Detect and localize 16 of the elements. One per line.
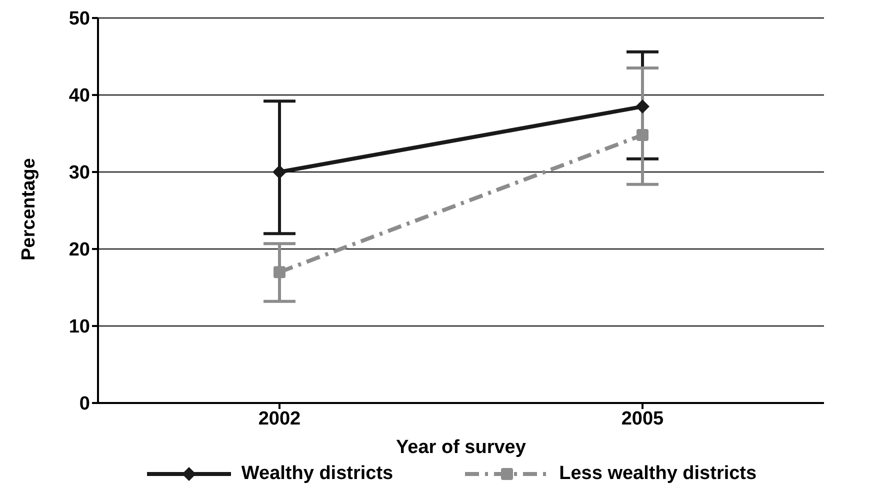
legend-label: Less wealthy districts bbox=[559, 463, 757, 485]
point bbox=[636, 129, 648, 142]
y-axis-title: Percentage bbox=[18, 158, 40, 260]
y-tick-label: 10 bbox=[68, 316, 90, 338]
point bbox=[636, 100, 650, 114]
y-tick-label: 50 bbox=[68, 8, 90, 30]
y-tick-label: 40 bbox=[68, 86, 90, 107]
point bbox=[274, 266, 286, 278]
x-axis-title: Year of survey bbox=[396, 437, 526, 458]
legend-label: Wealthy districts bbox=[241, 463, 394, 485]
y-tick-label: 30 bbox=[68, 162, 90, 184]
y-tick-label: 20 bbox=[68, 240, 90, 261]
y-tick-label: 0 bbox=[79, 394, 90, 415]
x-tick-label: 2005 bbox=[621, 408, 664, 430]
point bbox=[272, 165, 286, 179]
x-tick-label: 2002 bbox=[258, 408, 301, 430]
